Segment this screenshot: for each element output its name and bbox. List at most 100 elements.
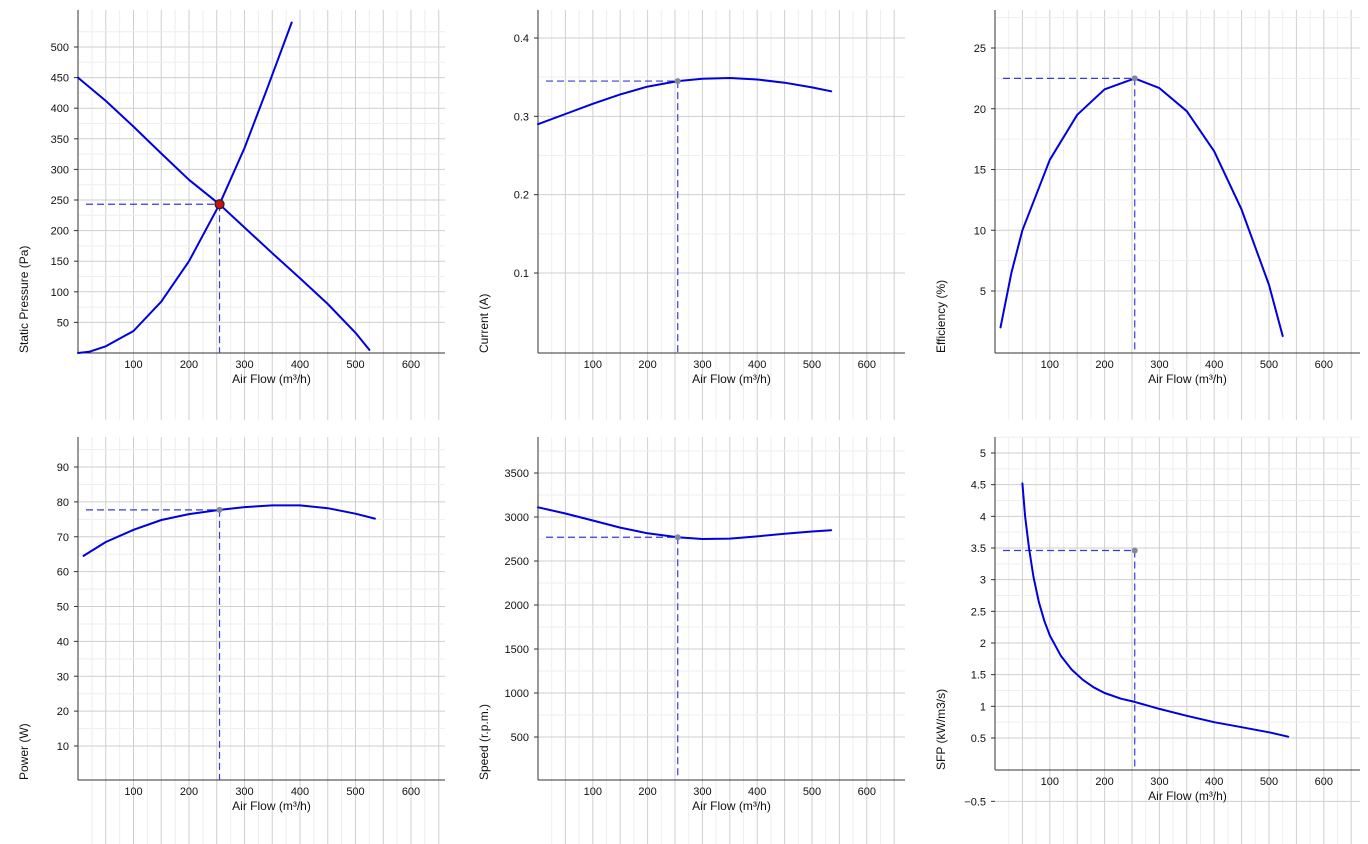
x-tick-label: 400: [748, 786, 766, 798]
y-tick-label: 1000: [505, 688, 529, 700]
series-line-0: [77, 76, 371, 351]
y-tick-label: 70: [57, 532, 69, 544]
y-tick-label: 0.1: [514, 268, 529, 280]
y-axis-label: Static Pressure (Pa): [17, 246, 31, 353]
x-tick-label: 300: [693, 359, 711, 371]
x-tick-label: 500: [346, 786, 364, 798]
y-tick-label: 1: [980, 701, 986, 713]
chart-speed: 100 200 300 400 500 600 500 1000 1500 2000 2500 300…: [477, 437, 905, 844]
x-tick-label: 500: [803, 786, 821, 798]
x-axis-label: Air Flow (m³/h): [692, 799, 771, 813]
y-tick-label: 400: [51, 103, 69, 115]
x-tick-label: 100: [124, 786, 142, 798]
x-axis-label: Air Flow (m³/h): [692, 372, 771, 386]
x-tick-label: 600: [858, 786, 876, 798]
x-tick-label: 400: [748, 359, 766, 371]
x-tick-label: 200: [1095, 776, 1113, 788]
y-tick-label: 2000: [505, 600, 529, 612]
x-tick-label: 600: [1315, 359, 1333, 371]
chart-efficiency: 100 200 300 400 500 600 5 10 15 20 25 Air Flow (m³/…: [934, 10, 1360, 420]
operating-point-marker: [1131, 75, 1138, 82]
y-tick-label: 3: [980, 575, 986, 587]
y-tick-label: 250: [51, 195, 69, 207]
y-tick-label: 300: [51, 164, 69, 176]
x-tick-label: 500: [1260, 359, 1278, 371]
x-tick-label: 300: [693, 786, 711, 798]
y-tick-label: 150: [51, 256, 69, 268]
y-tick-label: 350: [51, 134, 69, 146]
series-line-1: [77, 21, 293, 354]
y-tick-label: 4: [980, 511, 986, 523]
y-tick-label: 500: [51, 42, 69, 54]
y-tick-label: 2.5: [971, 606, 986, 618]
x-tick-label: 200: [638, 359, 656, 371]
x-tick-label: 200: [180, 359, 198, 371]
y-tick-label: 50: [57, 602, 69, 614]
y-tick-label: 20: [974, 104, 986, 116]
series-line-0: [999, 77, 1284, 337]
y-tick-label: 30: [57, 671, 69, 683]
x-tick-label: 600: [402, 359, 420, 371]
x-tick-label: 200: [638, 786, 656, 798]
operating-point-marker: [674, 78, 681, 85]
y-tick-label: 2500: [505, 556, 529, 568]
y-tick-label: 450: [51, 73, 69, 85]
chart-pressure: 100 200 300 400 500 600 50 100 150 200 250 300 350 40…: [17, 10, 445, 420]
y-tick-label: 500: [511, 732, 529, 744]
y-tick-label: 1500: [505, 644, 529, 656]
operating-point-marker: [214, 199, 225, 210]
y-tick-label: 10: [57, 741, 69, 753]
series-line-0: [1021, 482, 1290, 738]
y-axis-label: Speed (r.p.m.): [477, 704, 491, 780]
y-tick-label: 0.4: [514, 33, 529, 45]
y-axis-label: Current (A): [477, 294, 491, 353]
x-tick-label: 100: [124, 359, 142, 371]
y-tick-label: 5: [980, 286, 986, 298]
x-axis-label: Air Flow (m³/h): [232, 372, 311, 386]
operating-point-marker: [216, 506, 223, 513]
y-tick-label: 5: [980, 448, 986, 460]
x-tick-label: 600: [858, 359, 876, 371]
y-tick-label: 200: [51, 226, 69, 238]
x-tick-label: 300: [235, 786, 253, 798]
x-tick-label: 400: [291, 359, 309, 371]
x-tick-label: 100: [1041, 776, 1059, 788]
series-line-0: [537, 506, 833, 540]
y-tick-label: 90: [57, 462, 69, 474]
y-tick-label: 20: [57, 706, 69, 718]
y-tick-label: 100: [51, 287, 69, 299]
y-tick-label: 0.3: [514, 111, 529, 123]
y-axis-label: Power (W): [17, 723, 31, 780]
y-tick-label: 3000: [505, 512, 529, 524]
y-tick-label: 10: [974, 225, 986, 237]
y-tick-label: 0.2: [514, 190, 529, 202]
operating-point-marker: [674, 534, 681, 541]
series-line-0: [537, 77, 833, 126]
y-tick-label: 1.5: [971, 670, 986, 682]
y-tick-label: 80: [57, 497, 69, 509]
x-tick-label: 500: [803, 359, 821, 371]
chart-power: 100 200 300 400 500 600 10 20 30 40 50 60 70 80 90 Air …: [17, 437, 445, 844]
y-axis-label: Efficiency (%): [934, 280, 948, 353]
y-tick-label: 40: [57, 636, 69, 648]
x-tick-label: 100: [584, 786, 602, 798]
x-tick-label: 300: [1150, 359, 1168, 371]
chart-current: 100 200 300 400 500 600 0.1 0.2 0.3 0.4 Air Flow (…: [477, 10, 905, 420]
y-tick-label: 60: [57, 567, 69, 579]
y-tick-label: 0.5: [971, 733, 986, 745]
x-tick-label: 300: [235, 359, 253, 371]
series-line-0: [82, 504, 376, 557]
y-tick-label: 50: [57, 317, 69, 329]
x-tick-label: 600: [1315, 776, 1333, 788]
x-tick-label: 400: [291, 786, 309, 798]
x-tick-label: 200: [180, 786, 198, 798]
x-tick-label: 100: [584, 359, 602, 371]
y-axis-label: SFP (kW/m3/s): [934, 689, 948, 770]
operating-point-marker: [1131, 547, 1138, 554]
x-tick-label: 600: [402, 786, 420, 798]
x-axis-label: Air Flow (m³/h): [1148, 372, 1227, 386]
y-tick-label: −0.5: [964, 796, 986, 808]
x-axis-label: Air Flow (m³/h): [232, 799, 311, 813]
x-tick-label: 100: [1041, 359, 1059, 371]
